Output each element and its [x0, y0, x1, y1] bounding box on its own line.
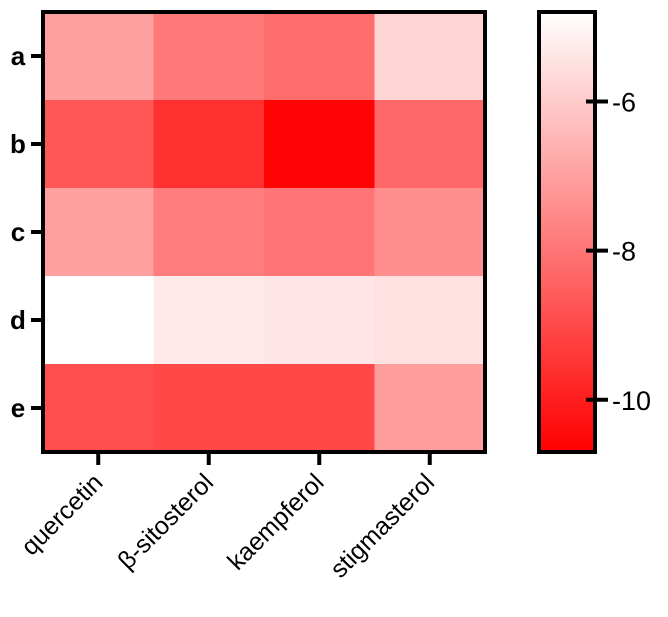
- heatmap-cell-b-4: [374, 100, 486, 189]
- colorbar-tick-label: -6: [612, 87, 636, 117]
- heatmap-cell-d-1: [43, 276, 154, 365]
- column-label: kaempferol: [222, 468, 329, 575]
- column-axis: quercetin β-sitosterol kaempferolstigmaste…: [16, 452, 440, 584]
- heatmap-cell-d-4: [374, 276, 486, 365]
- heatmap-cell-e-2: [153, 364, 265, 453]
- heatmap-cell-a-2: [153, 12, 265, 101]
- column-label: stigmasterol: [325, 468, 440, 583]
- heatmap-cell-a-1: [43, 12, 154, 101]
- heatmap-cell-c-2: [153, 188, 265, 277]
- row-label: d: [10, 305, 26, 335]
- heatmap-cell-c-3: [264, 188, 375, 277]
- row-axis: a b c d e: [10, 41, 43, 423]
- heatmap-cell-d-2: [153, 276, 265, 365]
- heatmap-cell-a-3: [264, 12, 375, 101]
- column-label: β-sitosterol: [112, 468, 219, 575]
- column-label: quercetin: [16, 468, 109, 561]
- row-label: b: [10, 129, 26, 159]
- heatmap-cell-e-4: [374, 364, 486, 453]
- heatmap-cells: [43, 12, 486, 453]
- colorbar-tick-label: -8: [612, 237, 636, 267]
- heatmap-cell-b-2: [153, 100, 265, 189]
- heatmap-cell-e-3: [264, 364, 375, 453]
- heatmap-cell-d-3: [264, 276, 375, 365]
- heatmap-cell-c-1: [43, 188, 154, 277]
- row-label: e: [11, 393, 25, 423]
- heatmap-cell-c-4: [374, 188, 486, 277]
- heatmap-cell-e-1: [43, 364, 154, 453]
- row-label: c: [11, 217, 25, 247]
- row-label: a: [11, 41, 26, 71]
- heatmap-cell-a-4: [374, 12, 486, 101]
- colorbar: [537, 10, 597, 454]
- colorbar-tick-label: -10: [612, 386, 651, 416]
- colorbar-ticks: -6 -8 -10: [586, 87, 651, 416]
- heatmap-cell-b-1: [43, 100, 154, 189]
- heatmap-cell-b-3: [264, 100, 375, 189]
